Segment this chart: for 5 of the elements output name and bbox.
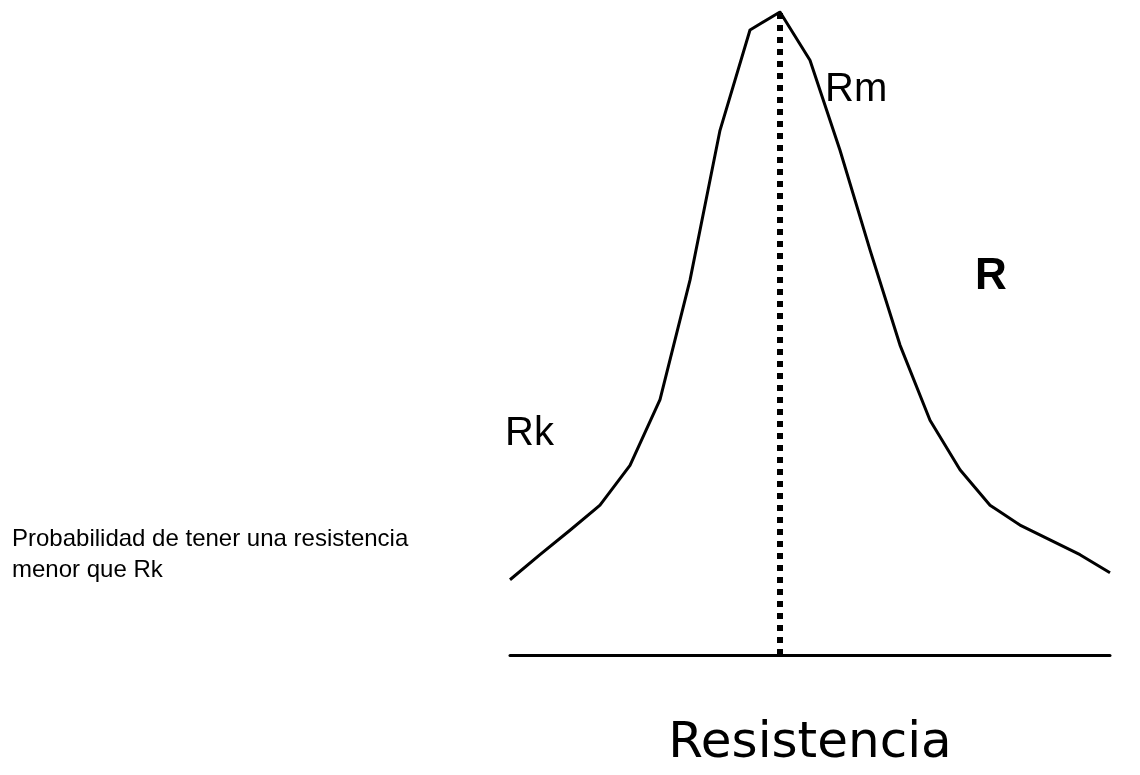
text: Probabilidad de tener una resistencia menor que Rk bbox=[12, 524, 415, 583]
annotation: R bbox=[975, 249, 1007, 299]
x-axis-title: Resistencia bbox=[668, 711, 952, 769]
annotation: Rk bbox=[505, 409, 555, 453]
text: Rm bbox=[825, 65, 888, 109]
